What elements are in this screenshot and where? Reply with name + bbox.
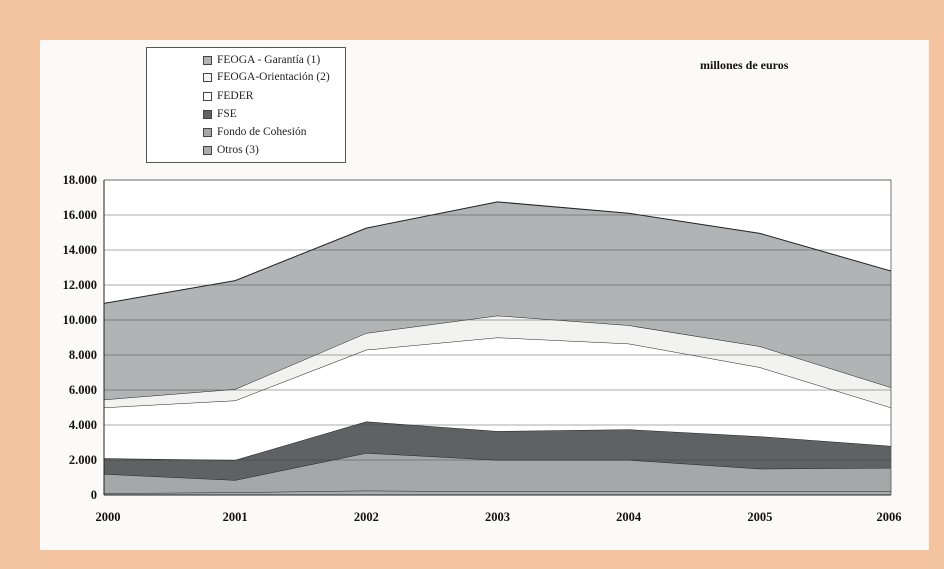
legend-swatch — [203, 55, 212, 65]
legend-item-feder: FEDER — [203, 88, 253, 104]
x-tick-label: 2000 — [96, 510, 121, 524]
y-tick-label: 10.000 — [63, 313, 97, 327]
y-tick-label: 4.000 — [69, 418, 97, 432]
x-tick-label: 2004 — [616, 510, 642, 524]
y-tick-label: 6.000 — [69, 383, 97, 397]
y-tick-label: 16.000 — [63, 208, 97, 222]
legend-swatch — [203, 72, 212, 82]
chart-legend: FEOGA - Garantía (1) FEOGA-Orientación (… — [146, 47, 346, 163]
legend-label: FEOGA - Garantía (1) — [217, 54, 321, 66]
legend-swatch — [203, 91, 212, 101]
area-feoga-orientaci-n-2 — [104, 315, 891, 408]
legend-label: FSE — [217, 108, 237, 120]
y-tick-label: 12.000 — [63, 278, 97, 292]
legend-swatch — [203, 109, 212, 119]
x-tick-label: 2003 — [485, 510, 510, 524]
y-tick-label: 14.000 — [63, 243, 97, 257]
legend-item-feoga-orientacion: FEOGA-Orientación (2) — [203, 69, 330, 85]
area-feder — [104, 337, 891, 460]
x-tick-label: 2002 — [354, 510, 379, 524]
legend-item-fondo-cohesion: Fondo de Cohesión — [203, 124, 306, 140]
legend-label: Fondo de Cohesión — [217, 126, 307, 138]
area-fondo-de-cohesi-n — [104, 453, 891, 494]
legend-label: FEOGA-Orientación (2) — [217, 71, 330, 83]
y-tick-label: 0 — [91, 488, 97, 502]
x-tick-label: 2001 — [223, 510, 248, 524]
legend-swatch — [203, 127, 212, 137]
area-fse — [104, 421, 891, 481]
legend-label: FEDER — [217, 90, 254, 102]
y-tick-label: 18.000 — [63, 173, 97, 187]
y-tick-label: 2.000 — [69, 453, 97, 467]
legend-swatch — [203, 145, 212, 155]
line-feoga-garant-a-1 — [103, 201, 892, 304]
legend-item-otros: Otros (3) — [203, 142, 259, 158]
legend-item-fse: FSE — [203, 106, 237, 122]
units-label: millones de euros — [700, 58, 789, 72]
legend-item-feoga-garantia: FEOGA - Garantía (1) — [203, 52, 320, 68]
area-feoga-garant-a-1 — [104, 201, 891, 400]
legend-label: Otros (3) — [217, 144, 259, 156]
y-tick-label: 8.000 — [69, 348, 97, 362]
x-tick-label: 2006 — [877, 510, 902, 524]
x-tick-label: 2005 — [747, 510, 772, 524]
